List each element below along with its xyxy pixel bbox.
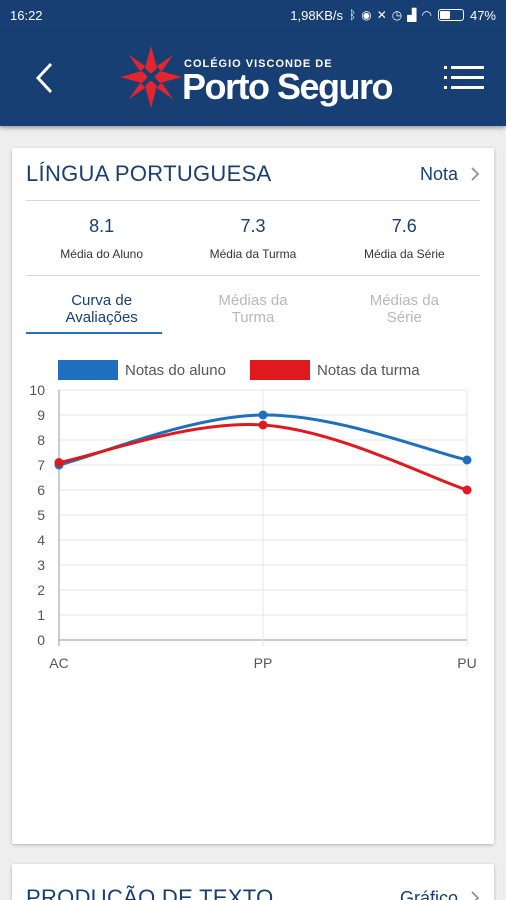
active-tab-indicator bbox=[26, 332, 162, 334]
status-right: 1,98KB/s ᛒ ◉ ✕ ◷ ▟ ◠ 47% bbox=[290, 8, 496, 23]
nota-link-label: Nota bbox=[419, 163, 458, 184]
logo-small-text: COLÉGIO VISCONDE DE bbox=[184, 58, 333, 70]
menu-button[interactable] bbox=[444, 62, 484, 94]
tab-label-line1: Médias da bbox=[369, 292, 439, 309]
grades-chart: 0 1 2 3 4 5 6 7 8 9 10 AC PP PU Notas do aluno Notas da… bbox=[12, 348, 494, 688]
card-header: PRODUÇÃO DE TEXTO Gráfico bbox=[26, 878, 480, 900]
bluetooth-icon: ᛒ bbox=[349, 8, 357, 22]
x-tick-label: AC bbox=[49, 655, 68, 671]
stat-value: 7.3 bbox=[240, 216, 266, 236]
data-point bbox=[258, 420, 268, 430]
alarm-icon: ◷ bbox=[391, 8, 403, 22]
y-tick-label: 0 bbox=[37, 632, 45, 648]
back-button[interactable] bbox=[24, 56, 64, 100]
tab-label-line2: Turma bbox=[231, 309, 275, 326]
stats-row: 8.1 Média do Aluno 7.3 Média da Turma 7.… bbox=[26, 202, 480, 276]
chart-tabs: Curva de Avaliações Médias da Turma Médi… bbox=[26, 290, 480, 336]
wifi-icon: ◠ bbox=[421, 8, 432, 22]
y-tick-label: 6 bbox=[37, 482, 45, 498]
data-point bbox=[462, 485, 472, 495]
grades-chart-svg: 0 1 2 3 4 5 6 7 8 9 10 AC PP PU Notas do aluno Notas da… bbox=[29, 360, 477, 671]
y-tick-label: 10 bbox=[29, 382, 45, 398]
logo-big-text: Porto Seguro bbox=[182, 66, 394, 107]
subject-card: LÍNGUA PORTUGUESA Nota 8.1 Média do Alun… bbox=[12, 148, 494, 844]
x-tick-label: PU bbox=[457, 655, 476, 671]
network-speed: 1,98KB/s bbox=[290, 7, 344, 23]
stat-label: Média da Série bbox=[363, 247, 445, 261]
chevron-right-icon bbox=[471, 891, 480, 900]
y-tick-label: 9 bbox=[37, 407, 45, 423]
y-tick-label: 4 bbox=[37, 532, 45, 548]
subject-title: LÍNGUA PORTUGUESA bbox=[26, 161, 272, 186]
data-point bbox=[462, 455, 472, 465]
legend-swatch bbox=[250, 360, 310, 380]
y-tick-label: 5 bbox=[37, 507, 45, 523]
tab-medias-serie[interactable]: Médias da Série bbox=[329, 290, 480, 336]
status-time: 16:22 bbox=[10, 7, 43, 23]
tab-label-line1: Curva de bbox=[71, 292, 133, 309]
y-tick-label: 8 bbox=[37, 432, 45, 448]
status-icons: ᛒ ◉ ✕ ◷ ▟ ◠ bbox=[349, 8, 432, 22]
back-arrow-icon bbox=[35, 62, 53, 94]
signal-icon: ▟ bbox=[407, 8, 417, 22]
app-bar: COLÉGIO VISCONDE DE Porto Seguro bbox=[0, 30, 506, 126]
next-subject-card[interactable]: PRODUÇÃO DE TEXTO Gráfico bbox=[12, 864, 494, 900]
battery-percent: 47% bbox=[469, 7, 496, 23]
y-tick-label: 7 bbox=[37, 457, 45, 473]
data-saver-icon: ◉ bbox=[361, 8, 372, 22]
y-tick-label: 3 bbox=[37, 557, 45, 573]
battery-icon bbox=[437, 9, 464, 21]
grafico-link-label: Gráfico bbox=[399, 887, 458, 900]
stat-student-average: 8.1 Média do Aluno bbox=[26, 202, 177, 275]
legend-label: Notas do aluno bbox=[125, 362, 226, 379]
tab-label-line2: Avaliações bbox=[65, 309, 138, 326]
stat-grade-average: 7.6 Média da Série bbox=[329, 202, 480, 275]
menu-icon bbox=[444, 66, 484, 89]
data-point bbox=[258, 410, 268, 420]
stat-value: 8.1 bbox=[89, 216, 115, 236]
tab-medias-turma[interactable]: Médias da Turma bbox=[177, 290, 328, 336]
grafico-link[interactable]: Gráfico bbox=[400, 888, 480, 900]
stat-label: Média da Turma bbox=[209, 247, 297, 261]
status-bar: 16:22 1,98KB/s ᛒ ◉ ✕ ◷ ▟ ◠ 47% bbox=[0, 0, 506, 30]
stat-value: 7.6 bbox=[391, 216, 417, 236]
tab-label-line1: Médias da bbox=[218, 292, 288, 309]
tab-curva-avaliacoes[interactable]: Curva de Avaliações bbox=[26, 290, 177, 336]
card-header: LÍNGUA PORTUGUESA Nota bbox=[26, 148, 480, 201]
subject-title: PRODUÇÃO DE TEXTO bbox=[26, 885, 274, 900]
cross-logo-icon bbox=[120, 46, 182, 108]
chevron-right-icon bbox=[471, 167, 480, 181]
y-tick-label: 1 bbox=[37, 607, 45, 623]
legend-label: Notas da turma bbox=[317, 362, 420, 379]
mute-icon: ✕ bbox=[376, 8, 387, 22]
legend-swatch bbox=[58, 360, 118, 380]
school-logo: COLÉGIO VISCONDE DE Porto Seguro bbox=[120, 40, 395, 116]
nota-link[interactable]: Nota bbox=[420, 164, 480, 185]
data-point bbox=[54, 458, 64, 467]
stat-class-average: 7.3 Média da Turma bbox=[177, 202, 328, 275]
stat-label: Média do Aluno bbox=[60, 247, 144, 261]
tab-label-line2: Série bbox=[386, 309, 422, 326]
x-tick-label: PP bbox=[254, 655, 273, 671]
y-tick-label: 2 bbox=[37, 582, 45, 598]
